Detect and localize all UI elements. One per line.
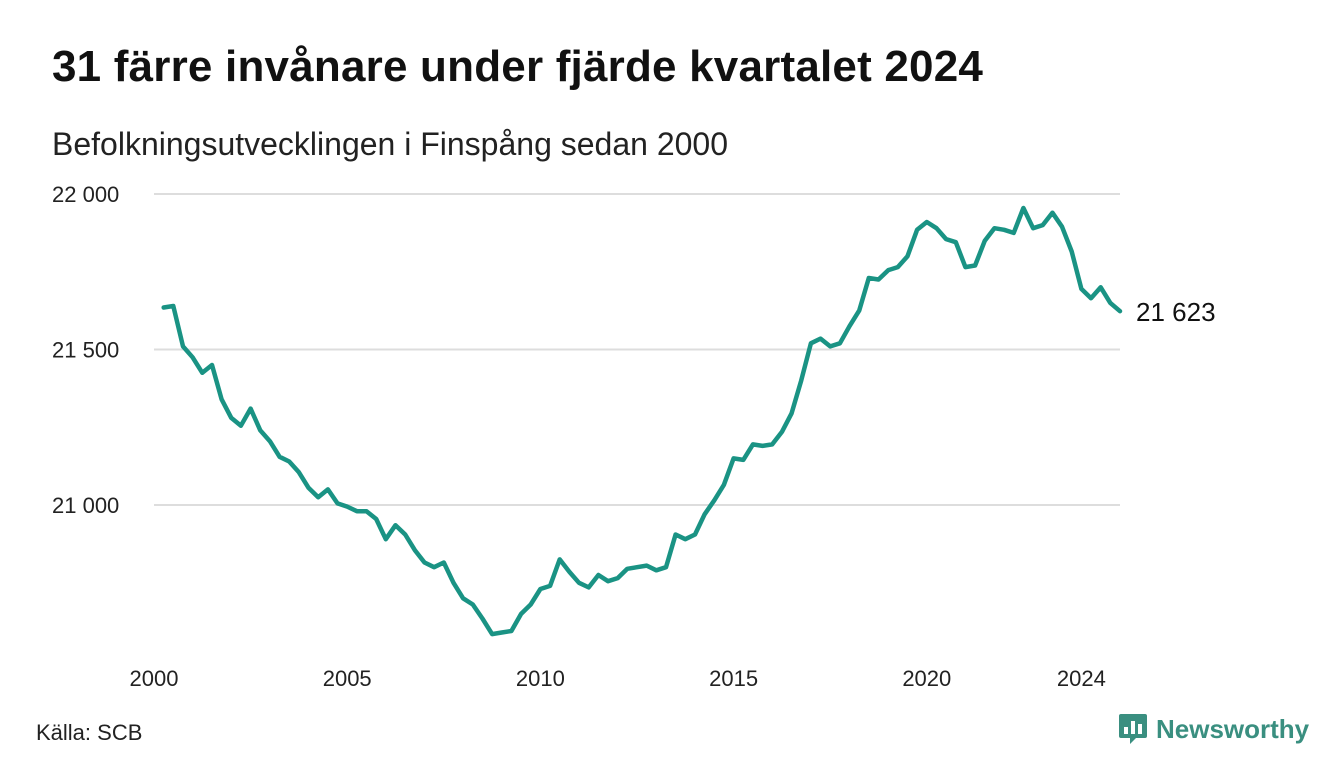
chart-title: 31 färre invånare under fjärde kvartalet… xyxy=(52,42,984,91)
x-axis-ticks: 2000 2005 2010 2015 2020 2024 xyxy=(130,666,1106,691)
x-tick-label-1: 2005 xyxy=(323,666,372,691)
x-tick-label-0: 2000 xyxy=(130,666,179,691)
y-tick-label-1: 21 500 xyxy=(52,338,119,363)
chart-subtitle: Befolkningsutvecklingen i Finspång sedan… xyxy=(52,126,729,162)
gridlines xyxy=(154,193,1120,506)
end-value-label: 21 623 xyxy=(1136,297,1216,327)
series-layer xyxy=(161,205,1123,637)
series-line-0 xyxy=(161,205,1123,637)
x-tick-label-4: 2020 xyxy=(902,666,951,691)
brand-logo: Newsworthy xyxy=(1118,712,1309,746)
brand-name: Newsworthy xyxy=(1156,713,1310,744)
x-tick-label-5: 2024 xyxy=(1057,666,1106,691)
x-tick-label-2: 2010 xyxy=(516,666,565,691)
y-tick-label-0: 21 000 xyxy=(52,493,119,518)
end-label-layer: 21 623 xyxy=(1136,297,1216,327)
y-tick-label-2: 22 000 xyxy=(52,182,119,207)
y-axis-ticks: 21 000 21 500 22 000 xyxy=(52,182,119,518)
bar-chart-speech-icon xyxy=(1119,714,1147,744)
source-note: Källa: SCB xyxy=(36,720,143,745)
x-tick-label-3: 2015 xyxy=(709,666,758,691)
